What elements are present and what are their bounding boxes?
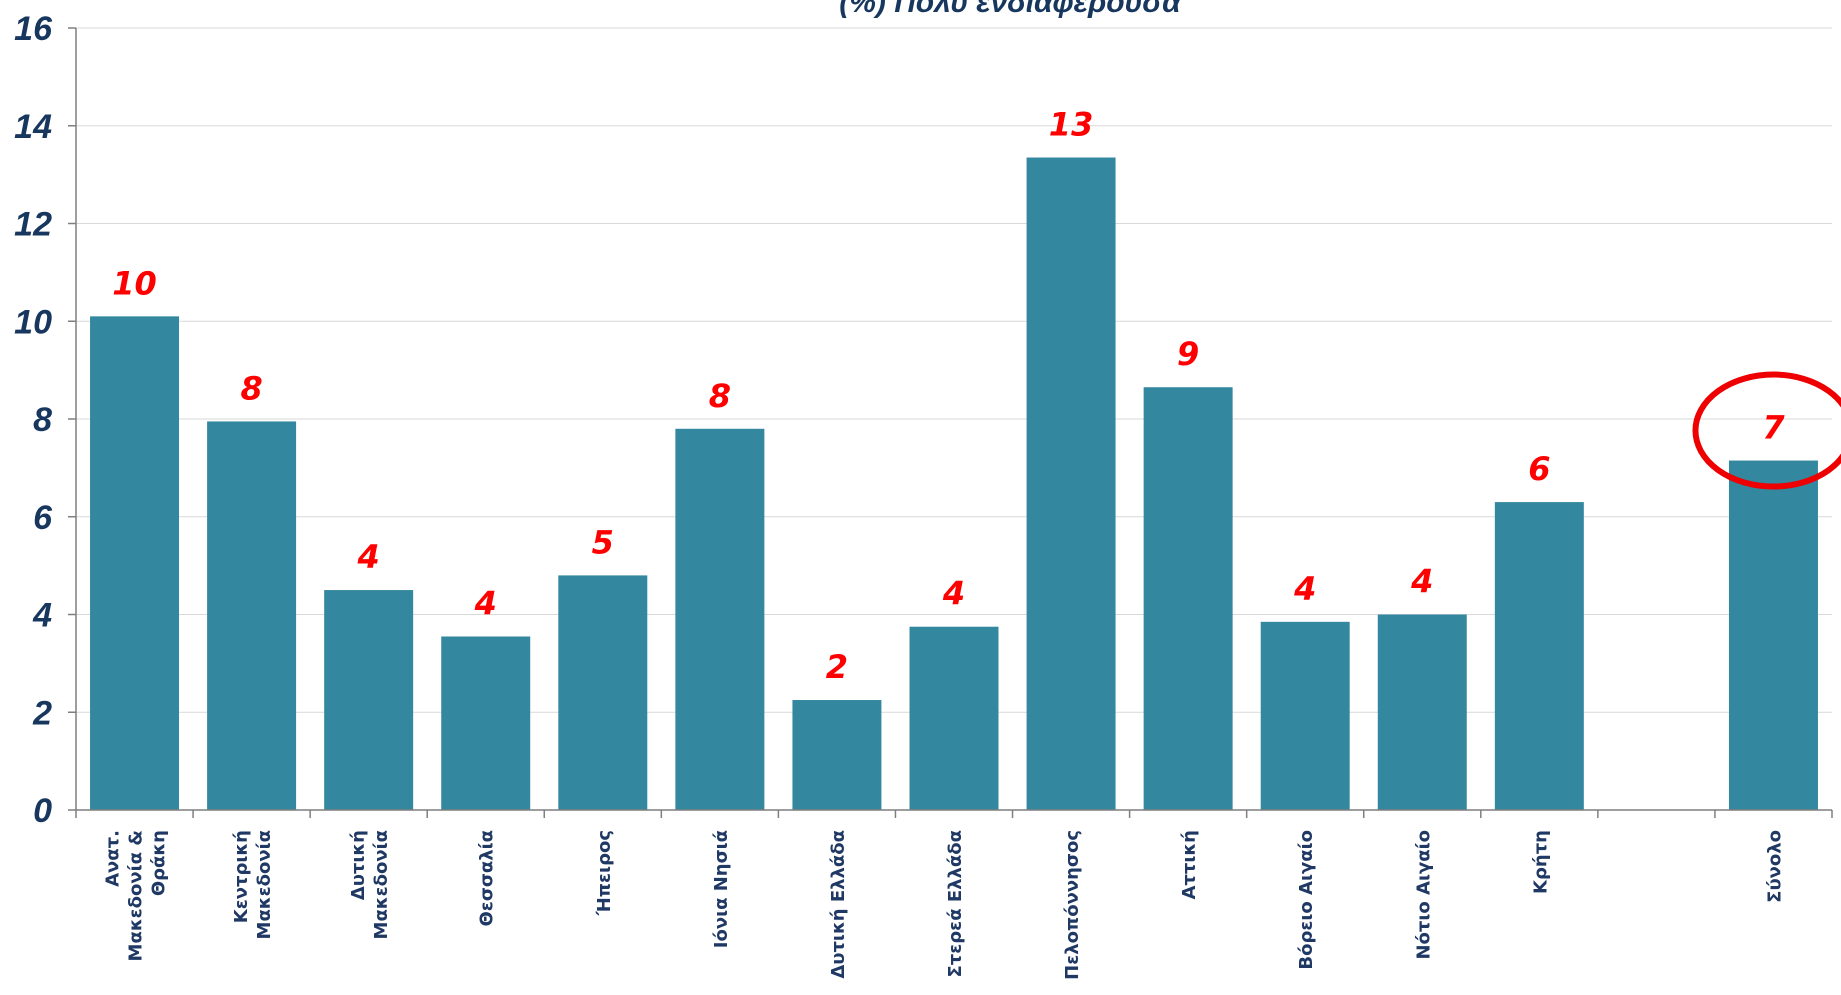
bar <box>441 636 531 810</box>
y-tick-label: 14 <box>14 108 52 146</box>
x-tick-label: Μακεδονία <box>371 830 392 939</box>
y-tick-label: 8 <box>33 401 52 439</box>
bar <box>1728 460 1818 810</box>
data-label: 4 <box>1293 570 1316 608</box>
x-tick-label: Αττική <box>1179 830 1200 900</box>
data-label: 4 <box>1410 563 1433 601</box>
x-tick-label: Βόρειο Αιγαίο <box>1296 830 1317 970</box>
x-tick-label: Ήπειρος <box>594 830 615 916</box>
bar <box>90 316 180 810</box>
axes <box>68 27 1833 818</box>
data-labels: 10 8 4 4 5 8 2 4 13 9 4 4 6 7 <box>112 106 1785 687</box>
bar <box>1377 614 1467 810</box>
data-label: 5 <box>592 523 614 561</box>
bar <box>1026 157 1116 811</box>
data-label: 2 <box>826 648 848 686</box>
x-tick-label: Ιόνια Νησιά <box>711 830 732 948</box>
bar <box>324 590 414 810</box>
data-label: 4 <box>357 538 380 576</box>
bar <box>207 421 297 810</box>
x-tick-label: Θράκη <box>149 830 170 896</box>
x-tick-labels: Ανατ. Μακεδονία & Θράκη Κεντρική Μακεδονία Δυ… <box>103 830 1786 980</box>
bar <box>1143 387 1233 810</box>
data-label: 13 <box>1049 106 1094 144</box>
data-label: 9 <box>1177 335 1199 373</box>
x-tick-label: Δυτική <box>348 830 369 900</box>
x-tick-label: Νότιο Αιγαίο <box>1413 830 1434 960</box>
y-tick-label: 16 <box>14 10 53 48</box>
bar <box>792 700 882 810</box>
data-label: 7 <box>1762 409 1785 447</box>
chart-title: (%) Πολύ ενδιαφέρουσα <box>839 0 1182 19</box>
bar <box>558 575 648 810</box>
y-tick-label: 0 <box>33 792 52 830</box>
bar <box>1494 502 1584 810</box>
bars <box>90 157 1818 811</box>
bar <box>675 428 765 810</box>
y-tick-label: 10 <box>14 303 52 341</box>
x-tick-label: Κεντρική <box>231 830 252 923</box>
bar <box>1260 621 1350 810</box>
data-label: 8 <box>709 377 731 415</box>
data-label: 6 <box>1528 450 1550 488</box>
x-tick-label: Μακεδονία & <box>126 830 147 961</box>
x-tick-label: Σύνολο <box>1764 830 1785 903</box>
highlight-circle <box>1692 371 1841 490</box>
data-label: 4 <box>474 584 497 622</box>
x-tick-label: Θεσσαλία <box>477 830 498 927</box>
x-tick-label: Κρήτη <box>1530 830 1551 894</box>
y-tick-label: 2 <box>32 694 52 732</box>
x-tick-label: Δυτική Ελλάδα <box>828 830 849 979</box>
y-tick-label: 12 <box>14 206 52 244</box>
highlight <box>1692 371 1841 490</box>
y-tick-label: 6 <box>33 499 53 537</box>
data-label: 4 <box>942 575 965 613</box>
y-tick-label: 4 <box>32 597 52 635</box>
data-label: 8 <box>240 369 262 407</box>
x-tick-label: Ανατ. <box>103 830 124 887</box>
x-tick-label: Μακεδονία <box>254 830 275 939</box>
y-tick-labels: 0 2 4 6 8 10 12 14 16 <box>14 10 53 830</box>
x-tick-label: Στερεά Ελλάδα <box>945 830 966 978</box>
data-label: 10 <box>112 264 157 302</box>
x-tick-label: Πελοπόννησος <box>1062 830 1083 980</box>
bar <box>909 626 999 810</box>
